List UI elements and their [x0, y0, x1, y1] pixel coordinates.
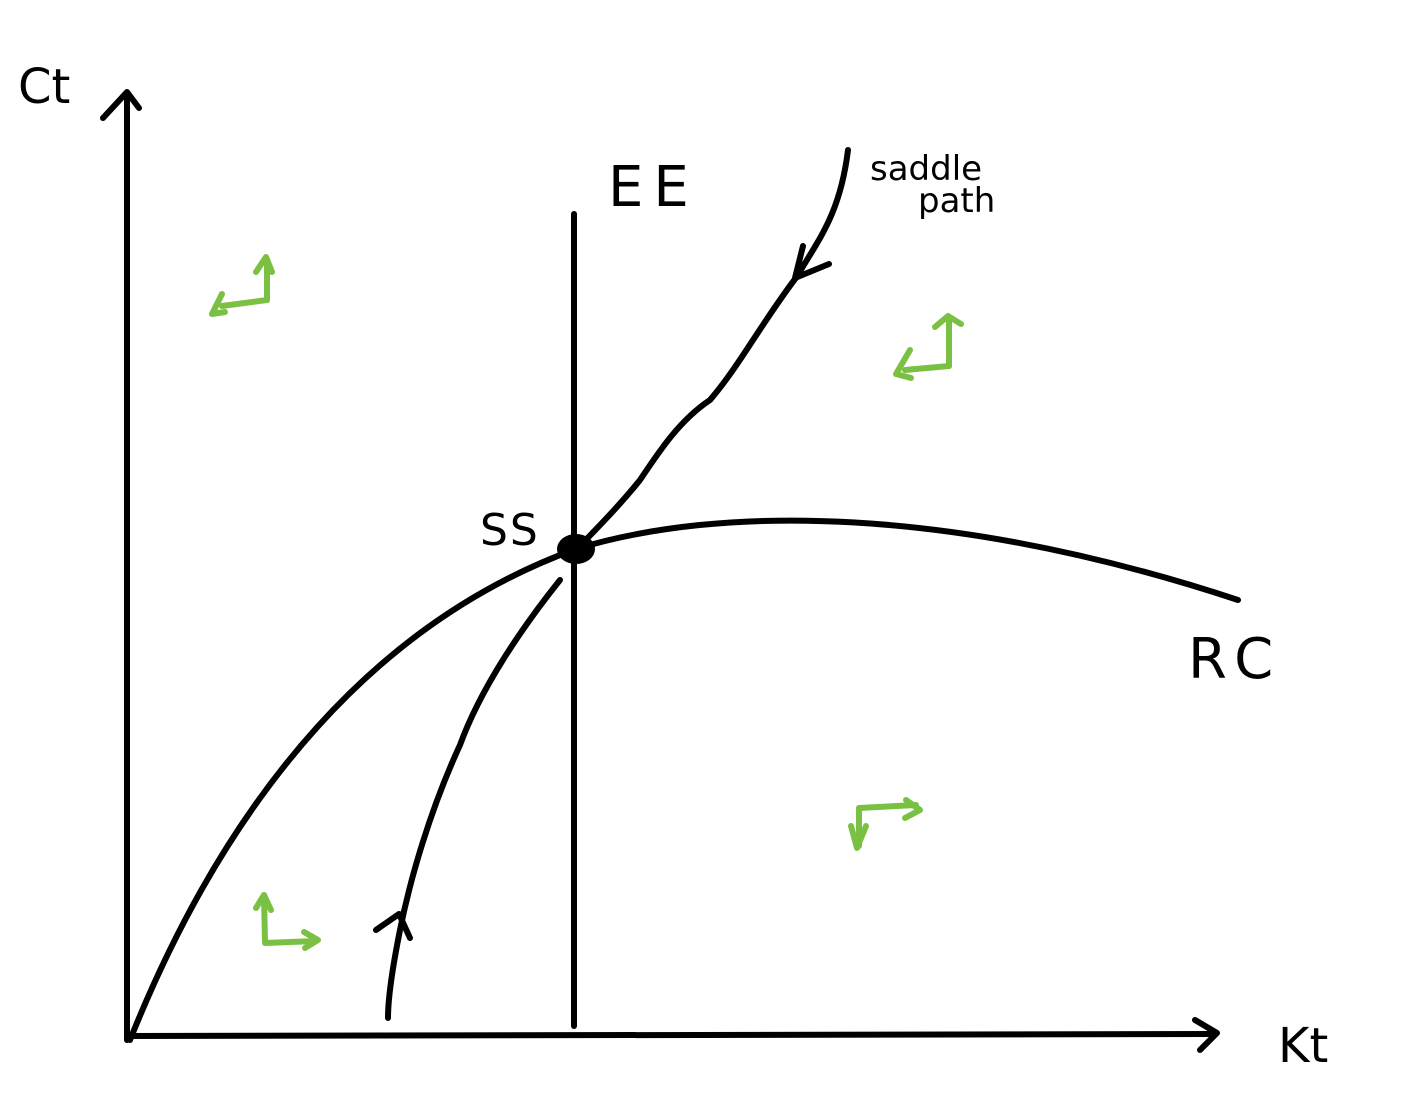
saddle-path-lower [385, 577, 563, 1021]
saddle-path-label-line2: path [918, 181, 995, 221]
phase-arrow-lower-right [848, 797, 923, 851]
saddle-path-upper [575, 147, 851, 551]
ee-label: EE [608, 155, 699, 220]
y-axis-label: Ct [18, 59, 70, 115]
saddle-path-upper-arrowhead [792, 243, 832, 281]
saddle-path-lower-arrowhead [373, 911, 413, 941]
phase-arrow-upper-right [893, 313, 964, 381]
steady-state-label: SS [480, 505, 540, 556]
rc-label: RC [1188, 627, 1283, 692]
rc-curve [127, 517, 1241, 1043]
y-axis [100, 89, 142, 1043]
x-axis-label: Kt [1278, 1018, 1328, 1074]
phase-arrow-upper-left [209, 254, 275, 317]
saddle-path-label-line1: saddle [870, 149, 982, 189]
x-axis [124, 1017, 1220, 1053]
phase-arrow-lower-left [253, 892, 321, 951]
steady-state-point [557, 534, 595, 564]
